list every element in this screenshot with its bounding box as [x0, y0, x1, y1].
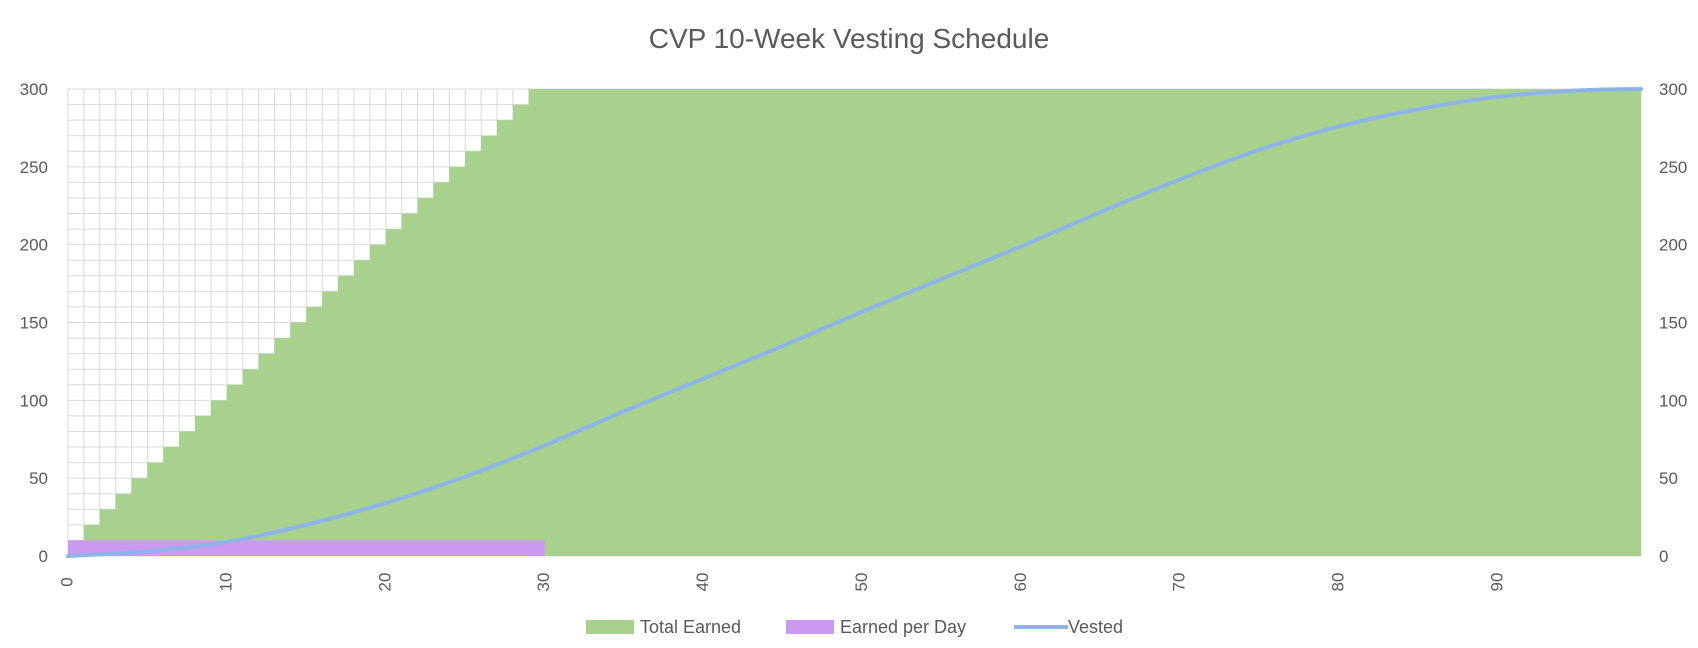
y-tick-label-left: 100: [20, 391, 48, 410]
legend-label: Total Earned: [640, 617, 741, 637]
y-tick-label-left: 50: [29, 469, 48, 488]
x-tick-label: 0: [57, 577, 76, 586]
y-tick-label-left: 150: [20, 314, 48, 333]
chart-title: CVP 10-Week Vesting Schedule: [649, 23, 1050, 54]
y-tick-label-left: 200: [20, 236, 48, 255]
x-tick-label: 40: [693, 573, 712, 592]
y-tick-label-right: 100: [1659, 391, 1687, 410]
x-tick-label: 60: [1011, 573, 1030, 592]
series-total-earned-area: [68, 89, 1641, 556]
series-earned-per-day-bar: [68, 540, 545, 556]
y-tick-label-left: 250: [20, 158, 48, 177]
y-tick-label-right: 50: [1659, 469, 1678, 488]
y-tick-label-right: 200: [1659, 236, 1687, 255]
series-vested-line: [66, 87, 1643, 558]
x-tick-label: 10: [216, 573, 235, 592]
x-tick-label: 90: [1487, 573, 1506, 592]
y-axis-right: 0 50 100 150 200 250 300: [1659, 80, 1687, 566]
y-tick-label-right: 300: [1659, 80, 1687, 99]
legend-swatch: [786, 620, 834, 634]
y-tick-label-right: 150: [1659, 314, 1687, 333]
y-axis-left: 0 50 100 150 200 250 300: [20, 80, 48, 566]
x-tick-label: 30: [534, 573, 553, 592]
x-tick-label: 20: [375, 573, 394, 592]
y-tick-label-right: 250: [1659, 158, 1687, 177]
plot-series: [66, 87, 1643, 558]
y-tick-label-left: 0: [39, 547, 48, 566]
x-axis: 0 10 20 30 40 50 60 70 80 90: [57, 573, 1506, 592]
legend-label: Vested: [1068, 617, 1123, 637]
x-tick-label: 50: [852, 573, 871, 592]
legend-swatch: [586, 620, 634, 634]
x-tick-label: 70: [1170, 573, 1189, 592]
legend-label: Earned per Day: [840, 617, 966, 637]
x-tick-label: 80: [1329, 573, 1348, 592]
legend: Total Earned Earned per Day Vested: [586, 617, 1123, 637]
y-tick-label-right: 0: [1659, 547, 1668, 566]
y-tick-label-left: 300: [20, 80, 48, 99]
